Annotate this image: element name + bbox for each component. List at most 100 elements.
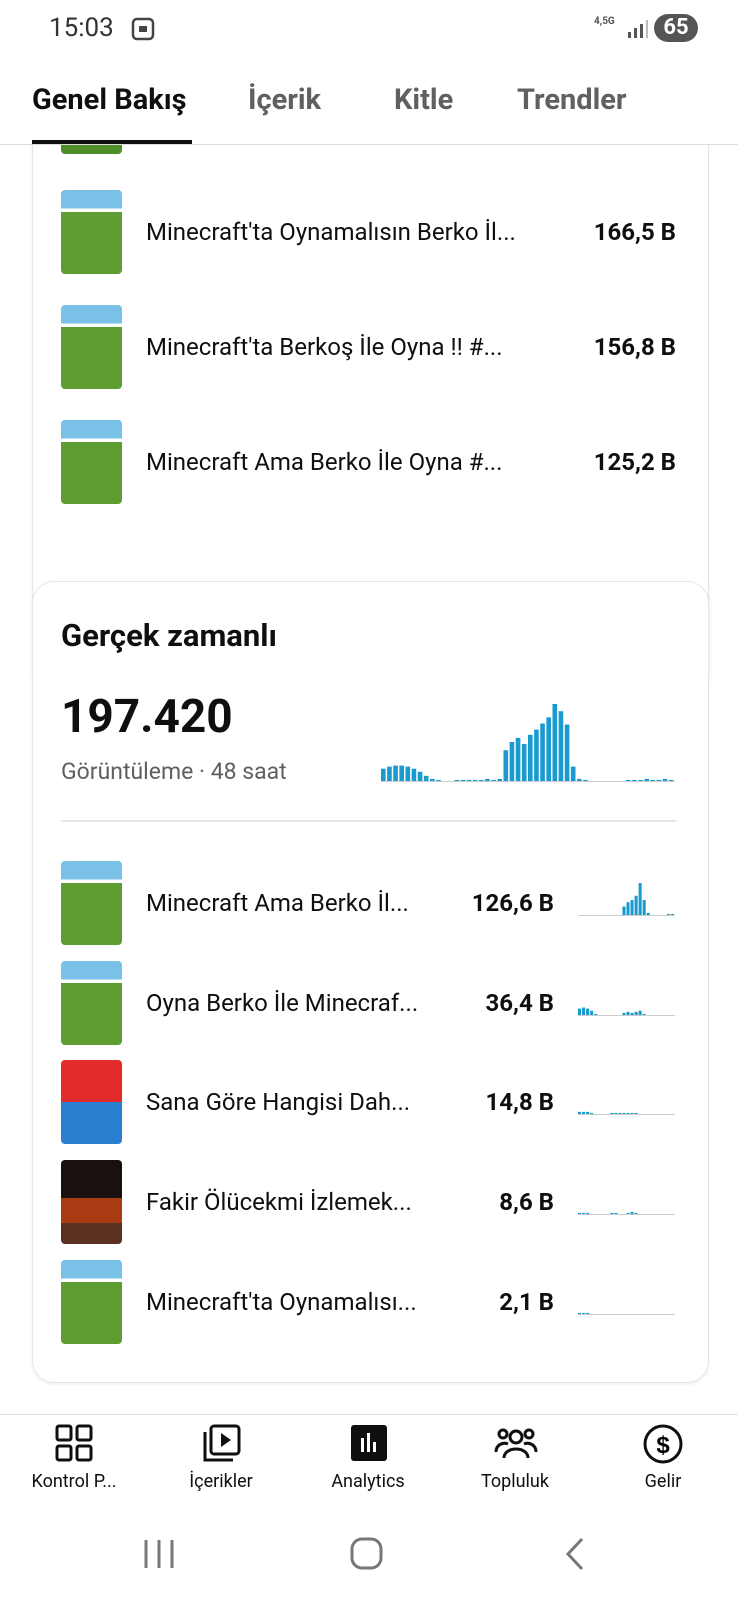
- nav-label: Analytics: [331, 1471, 405, 1492]
- spark-bar: [509, 741, 515, 781]
- thumbnail: [61, 420, 122, 504]
- spark-bar: [578, 1213, 582, 1215]
- spark-bar: [650, 779, 656, 781]
- spark-bar: [582, 1213, 586, 1215]
- nav-label: Topluluk: [481, 1471, 549, 1492]
- tab: Trendler: [517, 83, 627, 117]
- spark-bar: [578, 1112, 582, 1115]
- spark-bar: [423, 775, 429, 781]
- spark-bar: [634, 1213, 638, 1215]
- spark-bar: [436, 779, 441, 781]
- spark-bar: [610, 1213, 614, 1215]
- spark-bar: [491, 779, 496, 781]
- tab: Kitle: [394, 83, 454, 117]
- spark-bar: [460, 779, 466, 781]
- spark-bar: [528, 734, 533, 781]
- spark-bar: [626, 902, 630, 915]
- spark-bar: [656, 779, 662, 781]
- thumbnail: [61, 305, 122, 389]
- thumbnail: [61, 1060, 122, 1145]
- spark-bar: [630, 900, 634, 915]
- video-views: 156,8 B: [593, 333, 676, 361]
- spark-bar: [590, 1010, 594, 1015]
- video-views: 126,6 B: [471, 889, 554, 917]
- spark-bar: [594, 1013, 598, 1015]
- nav-icon: $: [643, 1424, 683, 1464]
- spark-bar: [503, 750, 509, 781]
- spark-bar: [634, 1113, 638, 1115]
- spark-bar: [472, 779, 478, 781]
- video-views: 8,6 B: [499, 1188, 554, 1217]
- spark-bar: [564, 724, 570, 781]
- video-title: Minecraft Ama Berko İl...: [146, 889, 409, 917]
- spark-bar: [381, 768, 386, 781]
- system-nav: [144, 1537, 584, 1571]
- spark-bar: [586, 1112, 590, 1115]
- spark-bar: [399, 765, 404, 781]
- spark-bar: [430, 778, 435, 781]
- spark-bar: [622, 1012, 626, 1015]
- spark-bar: [626, 1011, 630, 1015]
- nav-icon: [494, 1428, 538, 1459]
- spark-bar: [582, 1312, 586, 1314]
- spark-bar: [479, 779, 484, 781]
- spark-bar: [670, 913, 674, 915]
- video-title: Minecraft'ta Oynamalısı...: [146, 1287, 417, 1316]
- spark-bar: [552, 704, 558, 781]
- spark-bar: [485, 778, 490, 781]
- screenshot-icon: [131, 17, 155, 41]
- spark-bar: [454, 779, 460, 781]
- thumbnail: [61, 145, 122, 154]
- video-views: 2,1 B: [499, 1287, 554, 1316]
- scroll-area: [0, 145, 738, 1385]
- sparkline: [578, 1007, 675, 1016]
- total-views: 197.420: [61, 690, 233, 744]
- status-time: 15:03: [49, 13, 114, 43]
- sparkline: [578, 1112, 675, 1116]
- spark-bar: [614, 1213, 618, 1215]
- views-subtitle: Görüntüleme · 48 saat: [61, 758, 287, 785]
- sparkline: [578, 883, 675, 916]
- spark-bar: [570, 766, 576, 781]
- spark-bar: [497, 778, 502, 781]
- spark-bar: [582, 1007, 586, 1015]
- spark-bar: [515, 737, 521, 781]
- video-title: Oyna Berko İle Minecraf...: [146, 988, 419, 1017]
- spark-bar: [638, 779, 643, 781]
- video-title: Minecraft'ta Oynamalısın Berko İl...: [146, 218, 516, 246]
- spark-bar: [586, 1213, 590, 1215]
- spark-bar: [666, 913, 670, 915]
- video-title: Fakir Ölücekmi İzlemek...: [146, 1188, 412, 1217]
- network-type: 4,5G: [594, 16, 615, 27]
- spark-bar: [632, 779, 637, 781]
- nav-divider: [0, 1414, 738, 1415]
- tab-indicator: [32, 140, 192, 144]
- nav-icon: [55, 1424, 93, 1462]
- spark-bar: [558, 711, 564, 781]
- spark-bar: [662, 778, 668, 781]
- video-title: Sana Göre Hangisi Dah...: [146, 1088, 411, 1117]
- svg-text:$: $: [656, 1432, 670, 1459]
- signal-icon: [628, 20, 648, 38]
- spark-bar: [626, 779, 631, 781]
- spark-bar: [626, 1113, 630, 1115]
- divider: [61, 820, 676, 822]
- thumbnail: [61, 960, 122, 1045]
- thumbnail: [61, 1160, 122, 1245]
- spark-bar: [405, 766, 411, 781]
- spark-bar: [387, 766, 392, 781]
- sparkline: [578, 1312, 675, 1315]
- spark-bar: [578, 1008, 582, 1015]
- spark-bar: [582, 1112, 586, 1115]
- section-title: Gerçek zamanlı: [61, 617, 277, 654]
- spark-bar: [622, 1113, 626, 1115]
- spark-bar: [586, 1008, 590, 1015]
- video-views: 125,2 B: [593, 448, 676, 476]
- thumbnail: [61, 190, 122, 274]
- spark-bar: [546, 717, 551, 781]
- nav-label: İçerikler: [189, 1471, 253, 1492]
- spark-bar: [642, 1013, 646, 1015]
- tab-divider: [0, 144, 738, 145]
- spark-bar: [622, 906, 626, 915]
